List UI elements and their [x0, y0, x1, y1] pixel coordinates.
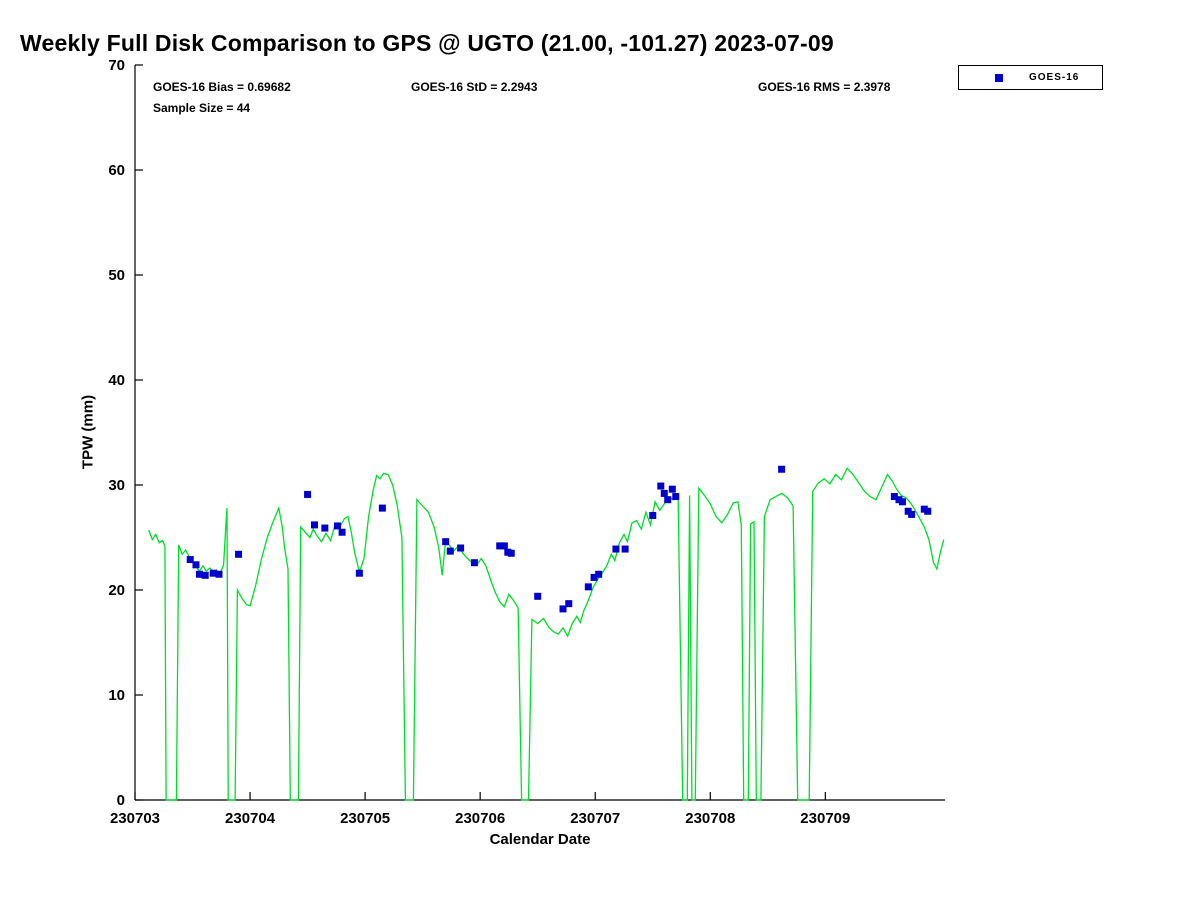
goes16-marker [908, 510, 916, 518]
legend-marker-square-icon [995, 73, 1003, 82]
y-tick-label: 40 [108, 372, 125, 389]
goes16-marker [195, 570, 203, 578]
x-tick-label: 230709 [800, 810, 850, 827]
stat-std: GOES-16 StD = 2.2943 [411, 80, 538, 94]
goes16-marker [235, 550, 243, 558]
goes16-marker [660, 489, 668, 497]
gps-line [148, 467, 945, 801]
goes16-marker [338, 528, 346, 536]
stat-sample-size: Sample Size = 44 [153, 101, 251, 115]
goes16-marker [672, 493, 680, 501]
x-tick-label: 230705 [340, 810, 390, 827]
goes16-marker [310, 521, 318, 529]
legend-label: GOES-16 [1029, 72, 1080, 83]
goes16-marker [778, 465, 786, 473]
goes16-marker [664, 496, 672, 504]
goes16-marker [186, 556, 194, 564]
y-axis-label: TPW (mm) [79, 394, 97, 470]
goes16-marker [215, 570, 223, 578]
x-tick-label: 230706 [455, 810, 505, 827]
goes16-marker [321, 524, 329, 532]
y-tick-label: 30 [108, 477, 125, 494]
y-tick-label: 0 [117, 792, 125, 809]
stat-rms: GOES-16 RMS = 2.3978 [758, 80, 891, 94]
legend: GOES-16 [958, 65, 1103, 90]
stat-bias: GOES-16 Bias = 0.69682 [153, 80, 291, 94]
goes16-marker [496, 542, 504, 550]
goes16-marker [507, 549, 515, 557]
page-title: Weekly Full Disk Comparison to GPS @ UGT… [20, 30, 834, 56]
goes16-marker [192, 561, 200, 569]
x-axis-label: Calendar Date [489, 831, 591, 848]
goes16-marker [446, 547, 454, 555]
goes16-marker [442, 538, 450, 546]
goes16-marker [559, 605, 567, 613]
goes16-marker [500, 542, 508, 550]
goes16-marker [534, 592, 542, 600]
y-tick-label: 50 [108, 267, 125, 284]
goes16-marker [457, 544, 465, 552]
goes16-marker [209, 569, 217, 577]
goes16-marker [668, 485, 676, 493]
goes16-marker [595, 570, 603, 578]
goes16-marker [898, 498, 906, 506]
goes16-marker [584, 583, 592, 591]
goes16-marker [657, 482, 665, 490]
goes16-marker [565, 600, 573, 608]
y-tick-label: 20 [108, 582, 125, 599]
goes16-marker [378, 504, 386, 512]
x-tick-label: 230708 [685, 810, 735, 827]
x-tick-label: 230707 [570, 810, 620, 827]
goes16-marker [924, 507, 932, 515]
y-tick-label: 10 [108, 687, 125, 704]
goes16-marker [890, 493, 898, 501]
goes16-marker [334, 522, 341, 530]
goes16-marker [590, 573, 598, 581]
goes16-marker [612, 545, 620, 553]
x-tick-label: 230704 [225, 810, 276, 827]
x-tick-label: 230703 [110, 810, 160, 827]
goes16-marker [201, 571, 209, 579]
goes16-marker [355, 569, 363, 577]
goes16-marker [304, 490, 312, 498]
y-tick-label: 60 [108, 162, 125, 179]
goes16-marker [649, 511, 657, 519]
goes16-marker [621, 545, 629, 553]
y-tick-label: 70 [108, 57, 125, 74]
goes16-marker [470, 559, 478, 567]
